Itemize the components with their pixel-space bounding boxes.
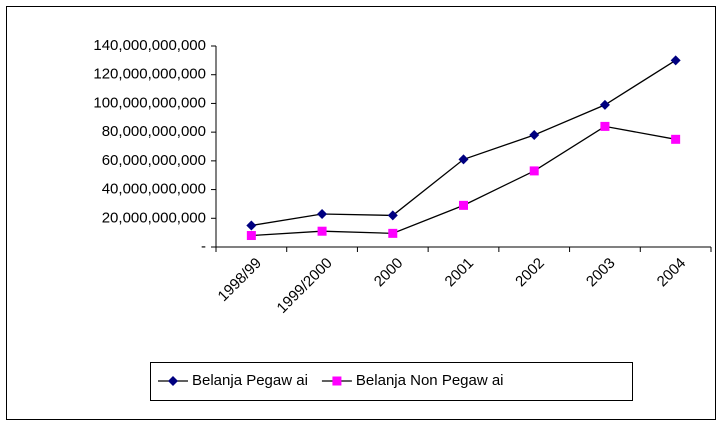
legend-label: Belanja Pegaw ai (192, 372, 308, 389)
point (387, 210, 398, 221)
point (317, 226, 327, 236)
y-tick-label: - (201, 238, 206, 255)
point (317, 208, 328, 219)
point (529, 166, 539, 176)
legend-box (150, 362, 633, 401)
point (458, 154, 469, 165)
y-tick-label: 40,000,000,000 (102, 181, 206, 198)
y-tick-label: 80,000,000,000 (102, 123, 206, 140)
point (670, 55, 681, 66)
point (246, 231, 256, 241)
y-tick-label: 120,000,000,000 (93, 66, 206, 83)
point (599, 99, 610, 110)
point (529, 130, 540, 141)
point (246, 220, 257, 231)
chart-frame (6, 6, 716, 420)
y-tick-label: 140,000,000,000 (93, 37, 206, 54)
point (388, 228, 398, 238)
y-tick-label: 20,000,000,000 (102, 209, 206, 226)
legend-marker (168, 376, 178, 386)
point (671, 134, 681, 144)
y-tick-label: 100,000,000,000 (93, 94, 206, 111)
legend-label: Belanja Non Pegaw ai (356, 372, 504, 389)
legend: Belanja Pegaw ai Belanja Non Pegaw ai (150, 362, 633, 401)
point (459, 200, 468, 210)
point (600, 121, 610, 131)
legend-marker (332, 376, 342, 386)
y-tick-label: 60,000,000,000 (102, 152, 206, 169)
